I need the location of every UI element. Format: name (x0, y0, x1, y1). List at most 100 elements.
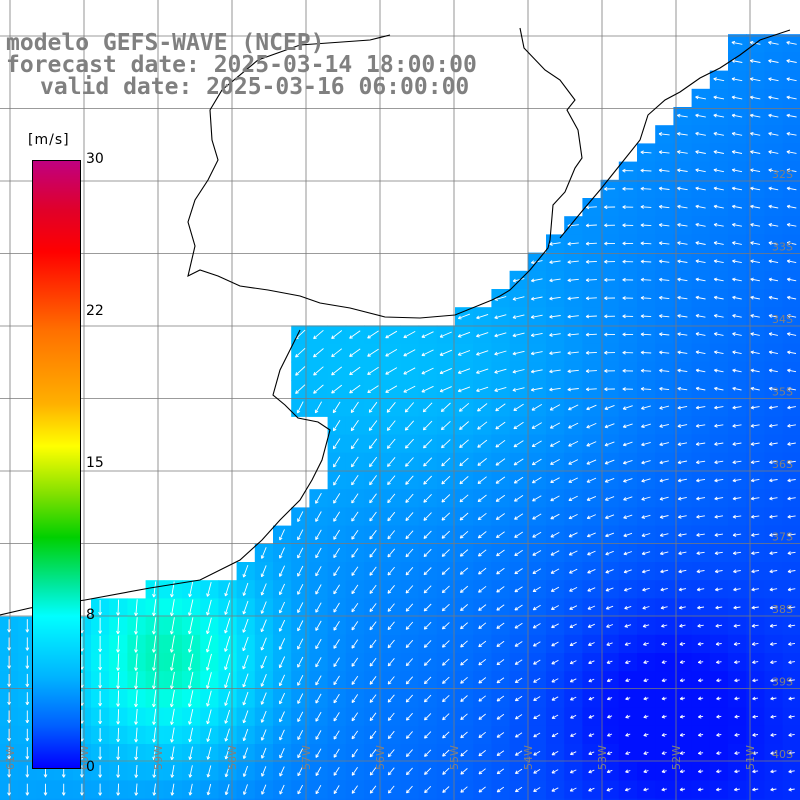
wind-arrow (658, 186, 670, 191)
wind-arrow (713, 259, 724, 264)
longitude-label: 53W (596, 745, 609, 770)
colorbar-tick: 8 (86, 607, 95, 623)
wind-arrow (750, 95, 761, 100)
wind-arrow (242, 691, 249, 706)
wind-arrow (242, 655, 249, 670)
wind-arrow (568, 440, 579, 447)
wind-arrow (768, 368, 778, 373)
wind-arrow (260, 547, 267, 559)
wind-arrow (787, 332, 797, 337)
wind-arrow (369, 785, 377, 794)
wind-arrow (622, 405, 633, 410)
wind-arrow (731, 131, 743, 136)
wind-arrow (787, 442, 796, 446)
wind-arrow (695, 259, 706, 264)
wind-speed-cell (709, 798, 729, 800)
wind-arrow (261, 784, 267, 795)
wind-arrow (551, 659, 559, 665)
wind-arrow (494, 350, 507, 356)
wind-arrow (750, 460, 760, 465)
wind-arrow (460, 731, 468, 739)
wind-arrow (170, 783, 175, 796)
wind-arrow (533, 769, 541, 774)
wind-arrow (750, 423, 760, 428)
wind-arrow (514, 695, 523, 702)
wind-arrow (604, 387, 615, 392)
wind-arrow (369, 511, 377, 522)
wind-arrow (732, 204, 742, 209)
wind-arrow (514, 659, 523, 665)
wind-arrow (496, 786, 505, 793)
wind-arrow (405, 658, 414, 667)
wind-arrow (569, 769, 577, 774)
wind-arrow (116, 765, 121, 778)
wind-arrow (695, 168, 706, 173)
wind-arrow (25, 637, 30, 651)
wind-speed-cell (36, 798, 56, 800)
wind-arrow (640, 259, 652, 264)
wind-arrow (622, 314, 634, 319)
wind-arrow (496, 567, 505, 575)
wind-arrow (606, 678, 613, 683)
wind-arrow (734, 769, 740, 774)
wind-arrow (441, 512, 451, 521)
wind-arrow (279, 784, 285, 795)
wind-arrow (423, 694, 432, 703)
wind-arrow (404, 402, 415, 413)
wind-arrow (7, 710, 11, 724)
wind-arrow (295, 384, 306, 394)
wind-arrow (769, 587, 778, 592)
wind-arrow (152, 599, 157, 617)
wind-arrow (658, 168, 670, 173)
wind-arrow (788, 623, 796, 628)
wind-arrow (604, 314, 616, 319)
longitude-label: 58W (226, 745, 239, 770)
wind-arrow (732, 442, 742, 446)
wind-arrow (260, 619, 267, 633)
wind-arrow (732, 259, 742, 264)
wind-arrow (333, 511, 341, 522)
wind-arrow (696, 587, 705, 592)
wind-arrow (750, 113, 761, 118)
wind-arrow (260, 729, 267, 741)
wind-arrow (752, 787, 759, 792)
wind-arrow (315, 693, 322, 704)
wind-arrow (732, 423, 742, 428)
wind-arrow (640, 241, 652, 246)
wind-arrow (768, 350, 778, 355)
wind-arrow (533, 787, 541, 792)
wind-arrow (423, 567, 432, 576)
wind-arrow (588, 733, 595, 737)
wind-arrow (206, 746, 212, 760)
wind-arrow (549, 278, 561, 283)
wind-arrow (587, 568, 596, 574)
wind-arrow (586, 514, 596, 520)
wind-arrow (549, 260, 561, 265)
wind-arrow (641, 551, 651, 556)
wind-arrow (750, 204, 761, 209)
wind-speed-cell (182, 798, 201, 800)
wind-arrow (477, 403, 488, 412)
wind-arrow (315, 730, 322, 740)
wind-arrow (750, 350, 760, 355)
wind-arrow (460, 749, 468, 757)
wind-arrow (661, 787, 667, 792)
wind-arrow (585, 332, 597, 337)
wind-arrow (297, 547, 304, 559)
wind-speed-cell (236, 798, 256, 800)
wind-arrow (351, 748, 358, 758)
wind-arrow (659, 368, 670, 373)
wind-arrow (550, 513, 560, 520)
wind-arrow (514, 531, 524, 538)
wind-arrow (333, 474, 341, 486)
wind-arrow (459, 585, 469, 593)
wind-arrow (623, 496, 633, 501)
wind-arrow (768, 204, 779, 209)
wind-arrow (442, 713, 450, 721)
wind-arrow (661, 678, 667, 683)
wind-arrow (297, 748, 304, 759)
wind-arrow (731, 150, 743, 154)
wind-arrow (116, 727, 120, 743)
wind-arrow (751, 551, 760, 556)
wind-arrow (224, 709, 231, 724)
